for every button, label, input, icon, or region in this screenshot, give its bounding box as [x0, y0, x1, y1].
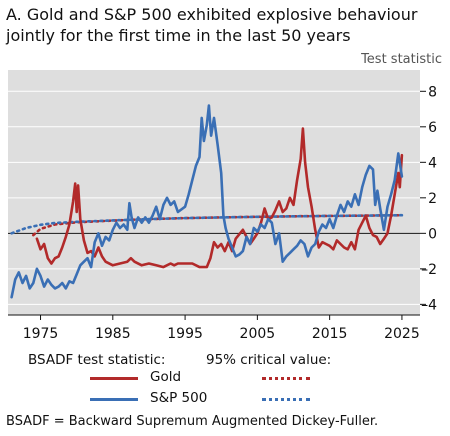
- legend-stat-header: BSADF test statistic:: [28, 352, 166, 368]
- y-tick-label: 6: [428, 120, 437, 136]
- x-tick-label: 2025: [384, 326, 420, 342]
- footnote: BSADF = Backward Supremum Augmented Dick…: [6, 414, 379, 429]
- chart-area: –4 –2 0 2 4 6 8 1975 1985 1995 2005 2015 2025: [8, 70, 437, 342]
- x-tick-label: 1985: [95, 326, 131, 342]
- x-tick-label: 1975: [23, 326, 59, 342]
- series-sp500-line: [10, 104, 404, 299]
- x-tick-label: 2005: [240, 326, 276, 342]
- legend-sp500-dotted-swatch: [262, 398, 310, 401]
- y-axis-unit-label: Test statistic: [361, 52, 442, 67]
- y-tick-label: –2: [421, 262, 437, 278]
- legend-gold-dotted-swatch: [262, 377, 310, 380]
- legend-sp500-label: S&P 500: [150, 390, 208, 406]
- chart-title: A. Gold and S&P 500 exhibited explosive …: [6, 5, 418, 45]
- y-tick-label: 2: [428, 191, 437, 207]
- y-tick-label: 0: [428, 226, 437, 242]
- x-tick-label: 2015: [312, 326, 348, 342]
- legend-gold-solid-swatch: [90, 377, 138, 380]
- y-tick-label: 8: [428, 84, 437, 100]
- x-tick-label: 1995: [167, 326, 203, 342]
- series-sp500-critical-value-line: [10, 213, 404, 235]
- series-gold-line: [35, 127, 404, 269]
- plot-background: [8, 70, 420, 315]
- y-tick-label: 4: [428, 155, 437, 171]
- legend-gold-label: Gold: [150, 369, 182, 385]
- legend-crit-header: 95% critical value:: [206, 352, 332, 368]
- legend-sp500-solid-swatch: [90, 398, 138, 401]
- y-tick-label: –4: [421, 297, 437, 313]
